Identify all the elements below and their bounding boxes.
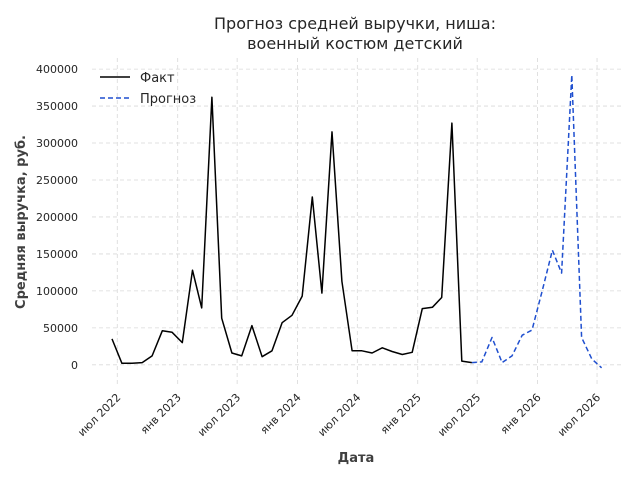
legend: Факт Прогноз [100, 71, 196, 107]
y-tick-label: 400000 [36, 63, 78, 76]
y-axis-label: Средняя выручка, руб. [14, 135, 29, 309]
x-axis-ticks: июл 2022 янв 2023 июл 2023 янв 2024 июл 2024… [75, 391, 603, 439]
x-tick-label: янв 2026 [498, 391, 544, 437]
y-tick-label: 300000 [36, 137, 78, 150]
y-tick-label: 250000 [36, 174, 78, 187]
chart-title-line-1: Прогноз средней выручки, ниша: [214, 14, 496, 33]
series-line-fact [111, 96, 473, 365]
y-tick-label: 200000 [36, 211, 78, 224]
y-tick-label: 50000 [43, 322, 78, 335]
y-axis-ticks: 0 50000 100000 150000 200000 250000 300000 3500… [36, 63, 78, 372]
chart-title: Прогноз средней выручки, ниша: военный к… [214, 14, 496, 53]
x-tick-label: янв 2023 [138, 391, 184, 437]
legend-label-forecast: Прогноз [140, 92, 196, 107]
x-tick-label: июл 2023 [195, 391, 243, 439]
y-tick-label: 350000 [36, 100, 78, 113]
x-tick-label: июл 2024 [315, 391, 363, 439]
x-axis-label: Дата [338, 451, 375, 466]
x-tick-label: янв 2024 [258, 391, 304, 437]
x-tick-label: янв 2025 [378, 391, 424, 437]
y-tick-label: 150000 [36, 248, 78, 261]
series-line-forecast [471, 74, 603, 369]
chart-title-line-2: военный костюм детский [247, 34, 463, 53]
legend-label-fact: Факт [140, 71, 175, 86]
y-tick-label: 100000 [36, 285, 78, 298]
x-tick-label: июл 2022 [75, 391, 123, 439]
x-tick-label: июл 2025 [435, 391, 483, 439]
x-tick-label: июл 2026 [555, 391, 603, 439]
series [111, 74, 603, 369]
grid [92, 58, 622, 387]
y-tick-label: 0 [71, 359, 78, 372]
